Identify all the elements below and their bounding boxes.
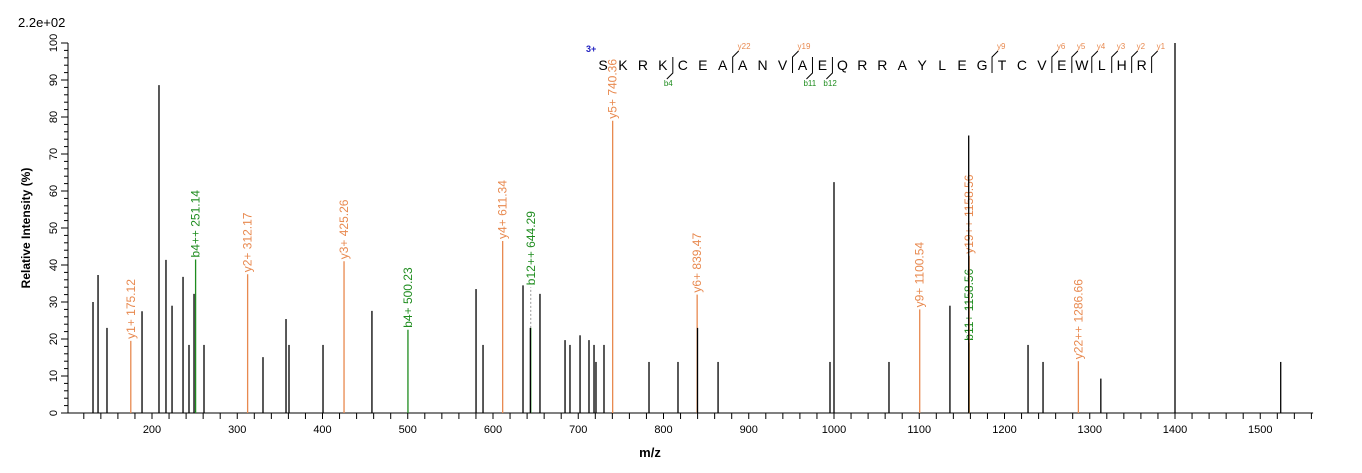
peak-annotation: y5+ 740.36 <box>606 59 620 119</box>
residue: H <box>1117 57 1127 73</box>
residue: A <box>898 57 908 73</box>
b-ion-marker <box>806 57 813 80</box>
b-ion-label: b4 <box>664 79 673 88</box>
b-ion-label: b11 <box>803 79 816 88</box>
residue: E <box>1057 57 1066 73</box>
x-tick-label: 1200 <box>992 424 1016 436</box>
axes: 0 10 20 30 40 50 60 70 80 90 100 200 300 400 500 600 700… <box>48 34 1314 436</box>
residue: E <box>957 57 966 73</box>
y-ion-marker <box>792 50 799 73</box>
x-tick-label: 400 <box>313 424 331 436</box>
peak-annotation: y4+ 611.34 <box>496 180 510 239</box>
residue: E <box>818 57 827 73</box>
y-ion-label: y5 <box>1077 42 1086 51</box>
y-ion-marker <box>1151 50 1158 73</box>
y-tick-label: 50 <box>48 222 60 234</box>
peak-annotation: b4++ 251.14 <box>189 190 203 258</box>
y-ion-marker <box>1111 50 1119 73</box>
y-ion-marker <box>1071 50 1079 73</box>
residue: C <box>678 57 688 73</box>
residue: G <box>977 57 988 73</box>
residue: R <box>857 57 867 73</box>
y-tick-label: 80 <box>48 111 60 123</box>
y-ion-label: y3 <box>1117 42 1126 51</box>
max-intensity-label: 2.2e+02 <box>18 15 65 30</box>
residue: A <box>738 57 748 73</box>
peak-annotation: b4+ 500.23 <box>401 267 415 328</box>
y-ion-label: y22 <box>738 42 751 51</box>
x-tick-label: 1300 <box>1078 424 1102 436</box>
residue: W <box>1075 57 1089 73</box>
residue: Y <box>918 57 928 73</box>
peak-annotation: y3+ 425.26 <box>337 199 351 259</box>
residue: R <box>638 57 648 73</box>
residue: T <box>998 57 1007 73</box>
y-ion-label: y6 <box>1057 42 1066 51</box>
x-tick-label: 500 <box>399 424 417 436</box>
peak-annotation: b12++ 644.29 <box>524 211 538 285</box>
residue: R <box>877 57 887 73</box>
residue: Q <box>837 57 848 73</box>
peak-annotation: y1+ 175.12 <box>124 279 138 339</box>
y-ion-label: y1 <box>1157 42 1166 51</box>
charge-state: 3+ <box>586 44 596 54</box>
y-tick-label: 0 <box>48 410 60 416</box>
residue: K <box>618 57 628 73</box>
x-tick-label: 300 <box>228 424 246 436</box>
residue: K <box>658 57 668 73</box>
y-axis-title: Relative Intensity (%) <box>19 168 33 289</box>
peaks <box>92 43 1282 413</box>
y-tick-label: 40 <box>48 259 60 271</box>
y-ion-label: y2 <box>1137 42 1146 51</box>
y-ion-marker <box>1051 50 1059 73</box>
x-tick-label: 800 <box>654 424 672 436</box>
x-axis-title: m/z <box>639 445 661 460</box>
y-tick-label: 20 <box>48 333 60 345</box>
residue: L <box>1098 57 1106 73</box>
b-ion-label: b12 <box>823 79 837 88</box>
residue: N <box>758 57 768 73</box>
y-ion-label: y9 <box>997 42 1006 51</box>
x-tick-label: 200 <box>143 424 161 436</box>
y-tick-label: 60 <box>48 185 60 197</box>
y-ion-marker <box>1131 50 1139 73</box>
y-ion-marker <box>1091 50 1099 73</box>
peak-annotation: y22++ 1286.66 <box>1071 279 1085 359</box>
x-tick-label: 1500 <box>1248 424 1272 436</box>
x-tick-label: 600 <box>484 424 502 436</box>
x-tick-label: 1000 <box>822 424 846 436</box>
x-tick-label: 1400 <box>1163 424 1187 436</box>
y-ion-marker <box>991 50 999 73</box>
residue: L <box>938 57 946 73</box>
residue: V <box>778 57 788 73</box>
x-tick-label: 900 <box>740 424 758 436</box>
y-tick-label: 10 <box>48 370 60 382</box>
residue: V <box>1037 57 1047 73</box>
x-tick-label: 700 <box>569 424 587 436</box>
y-tick-label: 100 <box>48 34 60 52</box>
y-tick-label: 30 <box>48 296 60 308</box>
b-ion-marker <box>826 57 833 80</box>
y-ion-label: y4 <box>1097 42 1106 51</box>
y-tick-label: 70 <box>48 148 60 160</box>
x-tick-label: 1100 <box>907 424 931 436</box>
peak-annotation: y9+ 1100.54 <box>913 242 927 308</box>
b-ion-marker <box>666 57 674 80</box>
residue: C <box>1017 57 1027 73</box>
peak-annotation: y2+ 312.17 <box>241 212 255 272</box>
residue: A <box>798 57 808 73</box>
y-ion-label: y19 <box>798 42 811 51</box>
y-tick-label: 90 <box>48 74 60 86</box>
residue: R <box>1137 57 1147 73</box>
residue: A <box>718 57 728 73</box>
residue: S <box>598 57 607 73</box>
peak-annotation: y6+ 839.47 <box>690 233 704 293</box>
residue: E <box>698 57 707 73</box>
y-ion-marker <box>732 50 740 73</box>
